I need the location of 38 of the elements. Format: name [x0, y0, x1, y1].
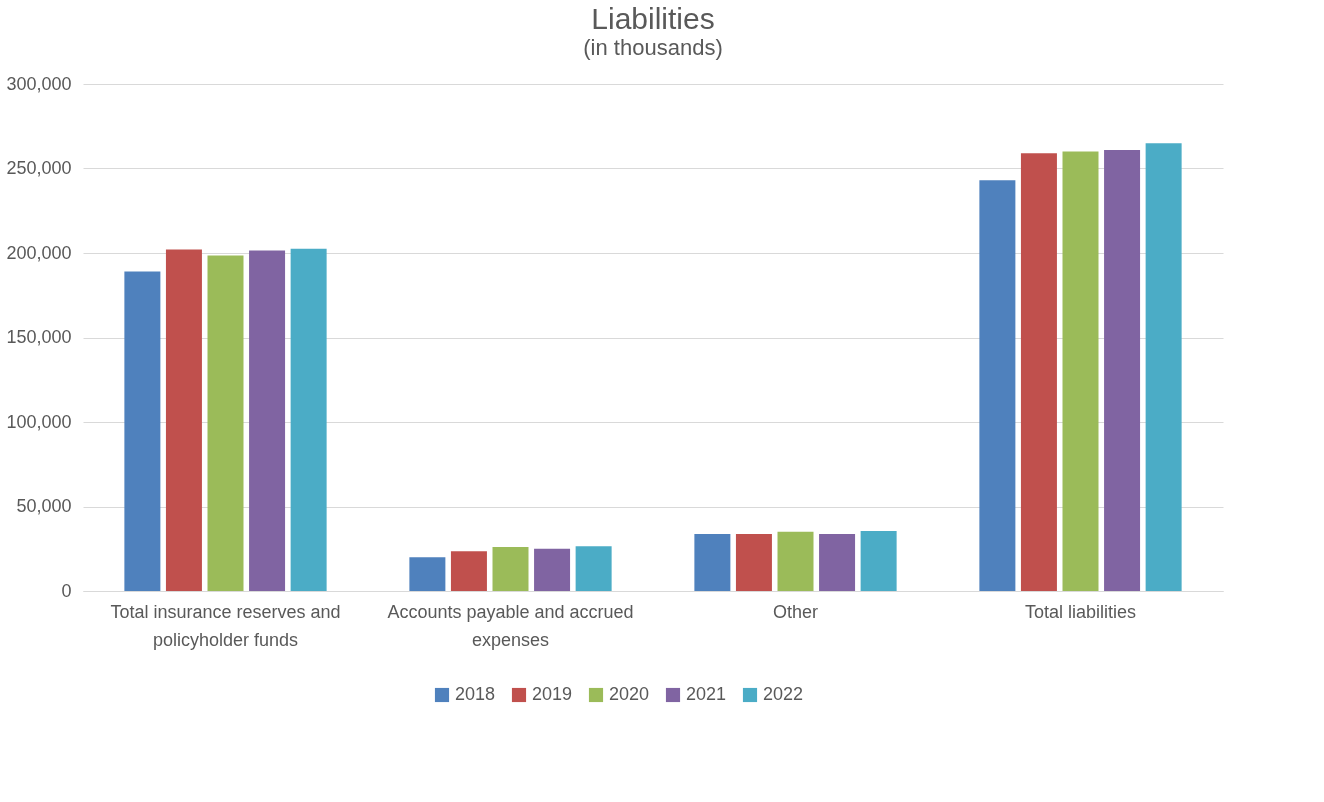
chart-subtitle: (in thousands) — [583, 35, 723, 60]
bar — [819, 534, 856, 591]
bar — [124, 271, 161, 591]
bar — [1145, 143, 1182, 591]
y-tick-label: 50,000 — [16, 496, 72, 516]
bar — [492, 547, 529, 591]
chart-title: Liabilities — [591, 2, 715, 35]
y-tick-label: 150,000 — [6, 327, 72, 347]
x-tick-label: Other — [772, 601, 819, 622]
x-tick-label: Accounts payable and accrued expenses — [387, 601, 634, 650]
bar — [979, 180, 1016, 591]
bar — [735, 534, 772, 591]
y-tick-label: 250,000 — [6, 158, 72, 178]
legend-label: 2018 — [455, 684, 496, 704]
legend-label: 2022 — [763, 684, 804, 704]
bar — [860, 531, 897, 591]
bar — [290, 248, 327, 591]
x-tick-label: Total liabilities — [1024, 601, 1137, 622]
y-tick-label: 200,000 — [6, 242, 72, 263]
y-tick-label: 0 — [61, 580, 72, 601]
legend-label: 2019 — [532, 684, 573, 704]
bar — [1062, 151, 1099, 591]
bar — [1104, 149, 1141, 591]
bar — [207, 255, 244, 591]
y-tick-label: 300,000 — [6, 73, 72, 94]
x-tick-label: Total insurance reserves and policyholder funds — [110, 601, 341, 650]
bar — [575, 546, 612, 591]
bar — [249, 250, 286, 591]
bar — [694, 534, 731, 591]
bar — [450, 551, 487, 591]
bar — [1020, 153, 1057, 591]
legend-label: 2020 — [609, 684, 650, 704]
bar — [409, 557, 446, 591]
bar — [534, 548, 571, 591]
bar — [165, 249, 202, 591]
bar — [777, 531, 814, 591]
legend-label: 2021 — [686, 684, 727, 704]
y-tick-label: 100,000 — [6, 411, 72, 432]
